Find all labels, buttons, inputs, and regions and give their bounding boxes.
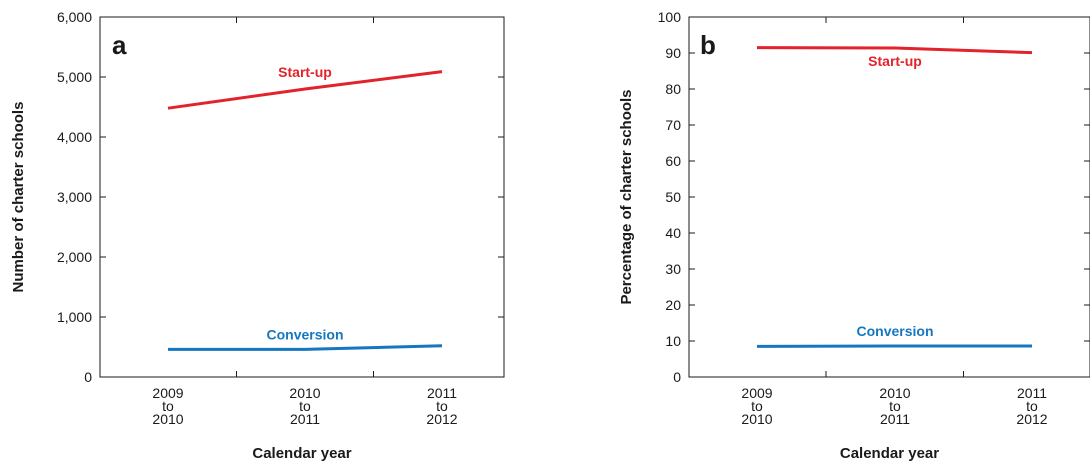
series-line-conversion xyxy=(168,344,443,351)
y-axis-title: Number of charter schools xyxy=(10,102,27,293)
x-tick-label: 2009 xyxy=(152,385,183,401)
x-tick-label: to xyxy=(751,398,763,414)
series-line-start-up xyxy=(756,46,1033,55)
panel-letter: a xyxy=(112,30,127,60)
y-tick-label: 0 xyxy=(673,369,681,385)
y-tick-label: 3,000 xyxy=(57,189,92,205)
series-label-conversion: Conversion xyxy=(856,323,933,339)
series-label-conversion: Conversion xyxy=(266,326,343,342)
x-tick-label: to xyxy=(162,398,174,414)
x-tick-label: 2010 xyxy=(289,385,320,401)
y-tick-label: 50 xyxy=(665,189,681,205)
series-label-start-up: Start-up xyxy=(868,53,922,69)
x-tick-label: 2009 xyxy=(741,385,772,401)
x-tick-label: 2012 xyxy=(1016,411,1047,427)
y-tick-label: 2,000 xyxy=(57,249,92,265)
x-tick-label: 2011 xyxy=(1017,385,1047,401)
y-tick-label: 60 xyxy=(665,153,681,169)
y-tick-label: 30 xyxy=(665,261,681,277)
y-tick-label: 40 xyxy=(665,225,681,241)
y-axis-title: Percentage of charter schools xyxy=(618,89,635,304)
x-tick-label: 2011 xyxy=(427,385,457,401)
y-tick-label: 80 xyxy=(665,81,681,97)
x-tick-label: to xyxy=(889,398,901,414)
y-tick-label: 90 xyxy=(665,45,681,61)
x-tick-label: to xyxy=(1026,398,1038,414)
x-tick-label: 2011 xyxy=(290,411,320,427)
y-tick-label: 5,000 xyxy=(57,69,92,85)
y-tick-label: 70 xyxy=(665,117,681,133)
x-tick-label: 2010 xyxy=(879,385,910,401)
y-tick-label: 1,000 xyxy=(57,309,92,325)
x-tick-label: 2010 xyxy=(152,411,183,427)
x-axis-title: Calendar year xyxy=(840,445,939,462)
x-tick-label: 2012 xyxy=(426,411,457,427)
y-tick-label: 20 xyxy=(665,297,681,313)
y-tick-label: 0 xyxy=(84,369,92,385)
x-tick-label: 2011 xyxy=(880,411,910,427)
y-tick-label: 10 xyxy=(665,333,681,349)
x-tick-label: to xyxy=(436,398,448,414)
chart-panel-a: 01,0002,0003,0004,0005,0006,0002009to201… xyxy=(10,9,505,462)
series-label-start-up: Start-up xyxy=(278,64,332,80)
x-tick-label: to xyxy=(299,398,311,414)
y-tick-label: 6,000 xyxy=(57,9,92,25)
x-axis-title: Calendar year xyxy=(252,445,351,462)
y-tick-label: 4,000 xyxy=(57,129,92,145)
chart-panel-b: 01020304050607080901002009to20102010to20… xyxy=(618,9,1090,462)
x-tick-label: 2010 xyxy=(741,411,772,427)
y-tick-label: 100 xyxy=(658,9,682,25)
panel-letter: b xyxy=(700,30,716,60)
